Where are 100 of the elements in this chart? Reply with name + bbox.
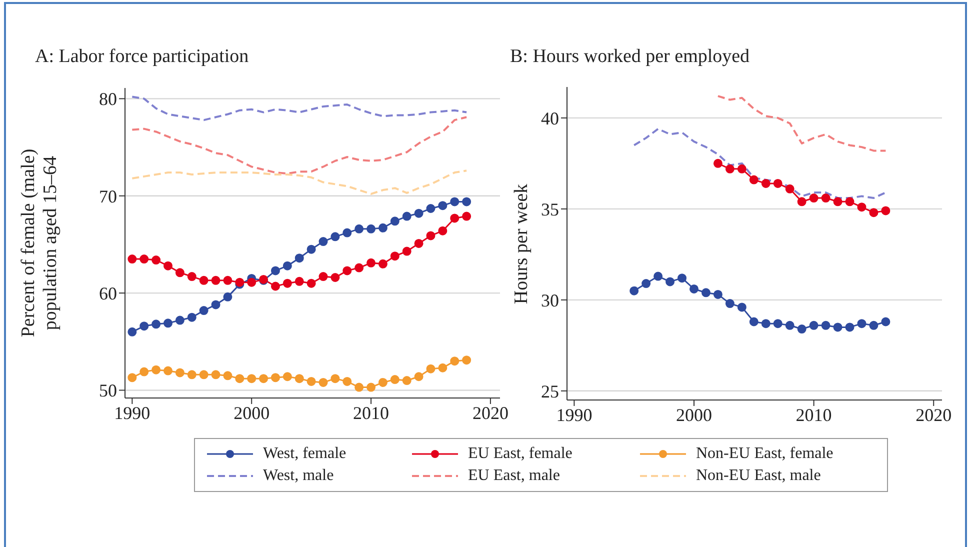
point [259,374,268,384]
point [761,178,770,188]
point [450,356,460,366]
point [462,212,472,221]
point [426,204,436,213]
point [223,371,232,380]
point [187,312,196,322]
point [318,237,328,246]
point [821,320,830,330]
point [737,302,746,312]
point [462,356,472,365]
point [211,370,220,380]
point [140,367,149,376]
point [211,276,220,285]
y-tick-label: 50 [99,380,117,401]
legend-label: Non-EU East, female [696,445,834,463]
line-series [131,96,468,122]
point [152,365,161,374]
point [306,376,316,386]
point [390,252,400,261]
point [199,276,208,285]
point [342,228,352,238]
y-tick-label: 80 [99,89,117,110]
point [128,254,137,264]
point [247,278,256,287]
point [175,316,184,325]
point [666,277,675,286]
point [163,366,172,376]
y-axis-title: Hours per week [511,183,532,304]
point [247,374,256,384]
y-tick-label: 35 [541,199,559,220]
point [833,322,842,332]
point [342,376,352,386]
point [318,378,328,387]
point [785,184,794,194]
line-series [716,95,887,152]
point [450,197,460,206]
point [654,272,663,281]
point [749,317,758,326]
point [797,197,806,206]
point [713,290,722,299]
point [306,244,316,254]
point [163,318,172,328]
legend-label: West, female [263,445,346,463]
point [725,164,734,174]
point [857,319,866,328]
x-tick-label: 2020 [916,404,952,425]
point [642,279,651,288]
point [438,363,448,372]
point [761,319,770,328]
point [199,306,208,316]
point [354,263,364,272]
point [128,373,137,382]
point [282,278,292,288]
point [294,374,304,384]
legend-label: Non-EU East, male [696,467,821,485]
point [402,246,412,256]
point [390,216,400,226]
point [821,194,830,203]
point [462,197,472,206]
line-series [131,116,468,175]
x-tick-label: 2000 [676,404,712,425]
point [152,320,161,329]
point [630,286,639,296]
point [689,284,698,294]
chart-title: B: Hours worked per employed [510,46,750,68]
point [187,370,196,380]
point [869,320,878,330]
point [438,226,448,236]
point [701,288,710,298]
point [378,259,388,268]
point [378,378,388,387]
point [366,224,376,234]
point [426,231,436,240]
point [235,374,244,384]
point [833,197,842,206]
legend-label: West, male [263,467,334,485]
point [270,282,280,291]
point [414,238,424,248]
point [366,258,376,268]
x-tick-label: 2020 [472,402,508,423]
point [414,372,424,382]
point [140,322,149,331]
legend-label: EU East, male [468,467,560,485]
point [294,276,304,286]
point [366,382,376,392]
point [223,292,232,302]
point [187,272,196,282]
point [354,382,364,392]
point [294,254,304,263]
point [414,208,424,218]
point [282,372,292,382]
line-series [131,170,468,195]
point [773,319,782,328]
point [809,194,818,203]
point [737,164,746,174]
x-tick-label: 1990 [114,402,150,423]
y-tick-label: 60 [99,283,117,304]
point [354,224,364,234]
legend-label: EU East, female [468,445,572,463]
